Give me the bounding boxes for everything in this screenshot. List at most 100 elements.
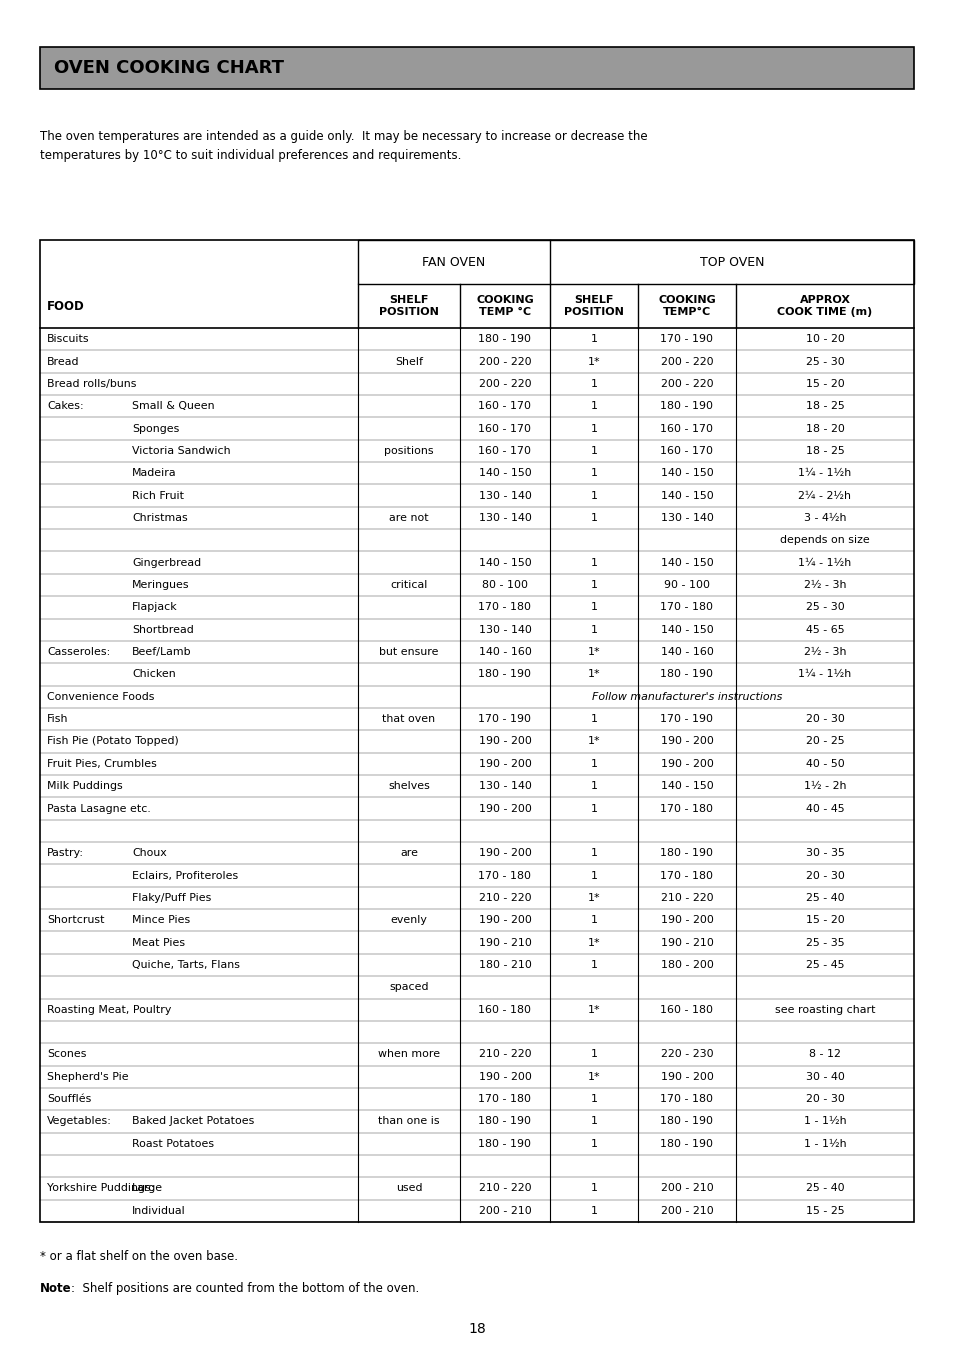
Text: Madeira: Madeira: [132, 469, 176, 478]
Text: 180 - 190: 180 - 190: [659, 1116, 713, 1127]
Text: 30 - 35: 30 - 35: [804, 848, 843, 858]
Text: 8 - 12: 8 - 12: [808, 1050, 840, 1059]
Text: 160 - 170: 160 - 170: [659, 424, 713, 434]
Text: 140 - 150: 140 - 150: [659, 558, 713, 567]
Text: 200 - 220: 200 - 220: [478, 378, 531, 389]
Text: 190 - 200: 190 - 200: [659, 915, 713, 925]
Text: 1: 1: [590, 715, 597, 724]
Text: 15 - 25: 15 - 25: [805, 1206, 843, 1216]
Text: 180 - 190: 180 - 190: [478, 670, 531, 680]
Text: are: are: [399, 848, 417, 858]
Text: Shelf: Shelf: [395, 357, 422, 366]
Text: that oven: that oven: [382, 715, 436, 724]
Text: Casseroles:: Casseroles:: [47, 647, 111, 657]
Text: depends on size: depends on size: [780, 535, 869, 546]
Text: Shepherd's Pie: Shepherd's Pie: [47, 1071, 129, 1082]
Text: 170 - 180: 170 - 180: [478, 870, 531, 881]
Text: 80 - 100: 80 - 100: [481, 580, 527, 590]
Text: Rich Fruit: Rich Fruit: [132, 490, 184, 501]
Text: 25 - 45: 25 - 45: [805, 961, 843, 970]
Text: 1 - 1½h: 1 - 1½h: [802, 1116, 845, 1127]
Text: spaced: spaced: [389, 982, 428, 993]
Text: Milk Puddings: Milk Puddings: [47, 781, 123, 792]
Text: 1: 1: [590, 334, 597, 345]
Text: OVEN COOKING CHART: OVEN COOKING CHART: [54, 59, 284, 77]
Text: 140 - 150: 140 - 150: [659, 781, 713, 792]
Text: 25 - 35: 25 - 35: [805, 938, 843, 947]
Text: 170 - 180: 170 - 180: [659, 603, 713, 612]
Text: 1: 1: [590, 603, 597, 612]
Text: Small & Queen: Small & Queen: [132, 401, 214, 411]
Text: Shortcrust: Shortcrust: [47, 915, 105, 925]
Text: 180 - 190: 180 - 190: [478, 1116, 531, 1127]
Text: Choux: Choux: [132, 848, 167, 858]
Text: 18 - 20: 18 - 20: [804, 424, 843, 434]
Text: 45 - 65: 45 - 65: [805, 624, 843, 635]
Text: 200 - 220: 200 - 220: [660, 357, 713, 366]
Text: Follow manufacturer's instructions: Follow manufacturer's instructions: [591, 692, 781, 701]
Text: 1*: 1*: [587, 670, 599, 680]
Text: The oven temperatures are intended as a guide only.  It may be necessary to incr: The oven temperatures are intended as a …: [40, 130, 647, 162]
Text: Eclairs, Profiteroles: Eclairs, Profiteroles: [132, 870, 238, 881]
Text: 1¼ - 1½h: 1¼ - 1½h: [798, 558, 851, 567]
Text: 210 - 220: 210 - 220: [478, 893, 531, 902]
Text: 20 - 30: 20 - 30: [804, 715, 843, 724]
Text: 180 - 190: 180 - 190: [659, 1139, 713, 1148]
Text: 1: 1: [590, 1116, 597, 1127]
Text: Fish Pie (Potato Topped): Fish Pie (Potato Topped): [47, 736, 178, 747]
Text: :  Shelf positions are counted from the bottom of the oven.: : Shelf positions are counted from the b…: [71, 1282, 418, 1296]
Text: 200 - 220: 200 - 220: [478, 357, 531, 366]
Text: 25 - 30: 25 - 30: [804, 603, 843, 612]
Text: Baked Jacket Potatoes: Baked Jacket Potatoes: [132, 1116, 254, 1127]
Text: SHELF
POSITION: SHELF POSITION: [378, 296, 438, 316]
Text: 1: 1: [590, 378, 597, 389]
Text: Individual: Individual: [132, 1206, 186, 1216]
Text: 20 - 30: 20 - 30: [804, 870, 843, 881]
Text: Sponges: Sponges: [132, 424, 179, 434]
Text: 170 - 190: 170 - 190: [659, 715, 713, 724]
Text: 140 - 150: 140 - 150: [478, 558, 531, 567]
Text: 180 - 210: 180 - 210: [478, 961, 531, 970]
Text: 1: 1: [590, 781, 597, 792]
Text: 190 - 200: 190 - 200: [478, 915, 531, 925]
Text: 30 - 40: 30 - 40: [804, 1071, 843, 1082]
Text: TOP OVEN: TOP OVEN: [699, 255, 763, 269]
Text: 25 - 40: 25 - 40: [805, 1183, 843, 1193]
Text: 15 - 20: 15 - 20: [804, 915, 843, 925]
Text: 140 - 160: 140 - 160: [478, 647, 531, 657]
Text: but ensure: but ensure: [379, 647, 438, 657]
Text: 190 - 210: 190 - 210: [659, 938, 713, 947]
Text: 130 - 140: 130 - 140: [478, 781, 531, 792]
Text: Pasta Lasagne etc.: Pasta Lasagne etc.: [47, 804, 151, 813]
Text: 40 - 45: 40 - 45: [805, 804, 843, 813]
Text: 1 - 1½h: 1 - 1½h: [802, 1139, 845, 1148]
Text: Beef/Lamb: Beef/Lamb: [132, 647, 192, 657]
Text: 1: 1: [590, 1183, 597, 1193]
Text: 1*: 1*: [587, 893, 599, 902]
Text: Flaky/Puff Pies: Flaky/Puff Pies: [132, 893, 212, 902]
Text: Cakes:: Cakes:: [47, 401, 84, 411]
Text: 200 - 210: 200 - 210: [659, 1206, 713, 1216]
Text: Meat Pies: Meat Pies: [132, 938, 185, 947]
Text: 1*: 1*: [587, 1005, 599, 1015]
Text: 1: 1: [590, 870, 597, 881]
Text: Christmas: Christmas: [132, 513, 188, 523]
Text: 90 - 100: 90 - 100: [663, 580, 709, 590]
Text: 160 - 170: 160 - 170: [659, 446, 713, 455]
Text: 140 - 150: 140 - 150: [659, 490, 713, 501]
Text: 20 - 25: 20 - 25: [805, 736, 843, 747]
Text: 160 - 180: 160 - 180: [659, 1005, 713, 1015]
Text: 130 - 140: 130 - 140: [478, 490, 531, 501]
Text: 1: 1: [590, 915, 597, 925]
Text: see roasting chart: see roasting chart: [774, 1005, 874, 1015]
Text: 15 - 20: 15 - 20: [804, 378, 843, 389]
Text: 1: 1: [590, 424, 597, 434]
Text: 200 - 210: 200 - 210: [659, 1183, 713, 1193]
Text: are not: are not: [389, 513, 428, 523]
Text: Bread rolls/buns: Bread rolls/buns: [47, 378, 136, 389]
Text: 1*: 1*: [587, 357, 599, 366]
Text: 190 - 200: 190 - 200: [478, 736, 531, 747]
Text: 180 - 190: 180 - 190: [478, 1139, 531, 1148]
Text: 210 - 220: 210 - 220: [660, 893, 713, 902]
Text: Meringues: Meringues: [132, 580, 190, 590]
